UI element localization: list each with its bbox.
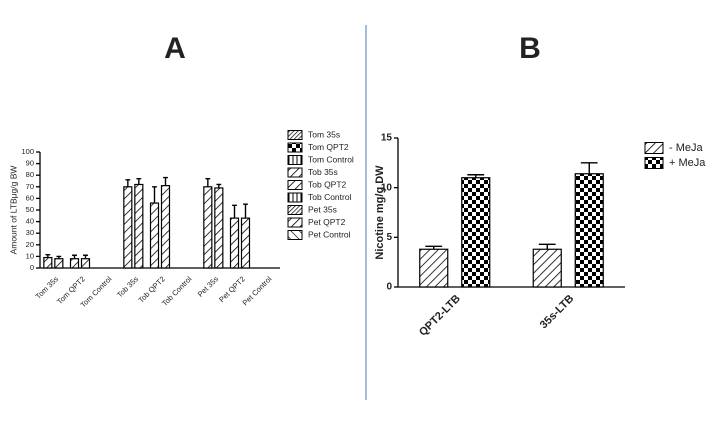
legend-label: + MeJa (669, 157, 706, 169)
y-tick-label: 20 (26, 240, 34, 249)
y-tick-label: 60 (26, 193, 34, 202)
legend-swatch (287, 230, 303, 240)
x-tick-label: Tob 35s (115, 274, 140, 299)
panel-title: A (164, 32, 186, 65)
error-bar (136, 177, 142, 185)
legend-swatch (644, 157, 664, 169)
bar (54, 258, 64, 269)
error-bar (125, 179, 131, 187)
legend-swatch (287, 167, 303, 178)
error-bar (243, 203, 248, 219)
legend-label: Tom Control (308, 154, 354, 164)
x-tick-label: Pet Control (241, 274, 274, 307)
y-axis-label: Nicotine mg/g DW (374, 165, 386, 260)
y-tick-label: 0 (30, 263, 34, 272)
error-bar (205, 177, 211, 187)
error-bar (538, 243, 556, 250)
x-tick-label: QPT2-LTB (417, 293, 463, 339)
y-tick-label: 10 (381, 182, 393, 193)
legend-label: Tob QPT2 (308, 179, 347, 189)
y-tick-label: 0 (386, 282, 392, 293)
error-bar (216, 183, 222, 188)
error-bar (83, 254, 88, 259)
y-tick-label: 80 (26, 170, 34, 179)
legend-swatch (287, 192, 303, 203)
y-tick-label: 90 (26, 159, 34, 168)
bar (80, 258, 91, 269)
bar (203, 186, 213, 269)
legend-label: Pet QPT2 (308, 217, 346, 227)
x-tick-label: Tom 35s (34, 274, 61, 301)
error-bar (163, 176, 168, 186)
legend-swatch (287, 130, 303, 140)
legend-label: Tom QPT2 (308, 142, 349, 152)
legend-label: Pet Control (308, 229, 351, 239)
error-bar (580, 162, 598, 174)
panel-title: B (519, 32, 541, 65)
legend-swatch (644, 142, 664, 154)
y-tick-label: 15 (381, 133, 393, 144)
y-tick-label: 5 (386, 232, 392, 243)
y-tick-label: 50 (26, 205, 34, 214)
legend-swatch (287, 155, 303, 165)
error-bar (45, 253, 51, 258)
error-bar (56, 255, 62, 259)
legend-label: - MeJa (669, 142, 704, 154)
bar (461, 177, 491, 288)
error-bar (425, 245, 443, 250)
legend-label: Tob 35s (308, 167, 338, 177)
legend-swatch (287, 180, 303, 190)
bar (419, 248, 449, 288)
error-bar (467, 174, 485, 178)
y-tick-label: 70 (26, 182, 34, 191)
x-tick-label: 35s-LTB (538, 293, 577, 332)
legend-label: Pet 35s (308, 204, 337, 214)
y-tick-label: 40 (26, 217, 34, 226)
legend-swatch (287, 205, 303, 215)
bar (532, 248, 562, 288)
bar (43, 256, 53, 269)
bar (240, 217, 251, 269)
x-tick-label: Pet 35s (196, 274, 221, 299)
bar (69, 258, 80, 269)
y-tick-label: 10 (26, 251, 34, 260)
error-bar (152, 186, 157, 204)
error-bar (72, 254, 77, 259)
y-axis-label: Amount of LTBμg/g BW (8, 166, 18, 255)
legend-label: Tob Control (308, 192, 352, 202)
bar (134, 183, 144, 269)
y-tick-label: 100 (21, 147, 34, 156)
bar (574, 173, 604, 288)
bar (160, 185, 171, 269)
bar (229, 217, 240, 269)
y-tick-label: 30 (26, 228, 34, 237)
bar (149, 202, 160, 269)
legend-swatch (287, 142, 303, 153)
error-bar (232, 204, 237, 219)
legend-swatch (287, 217, 303, 228)
bar (214, 187, 224, 269)
legend-label: Tom 35s (308, 129, 340, 139)
bar (123, 186, 133, 269)
